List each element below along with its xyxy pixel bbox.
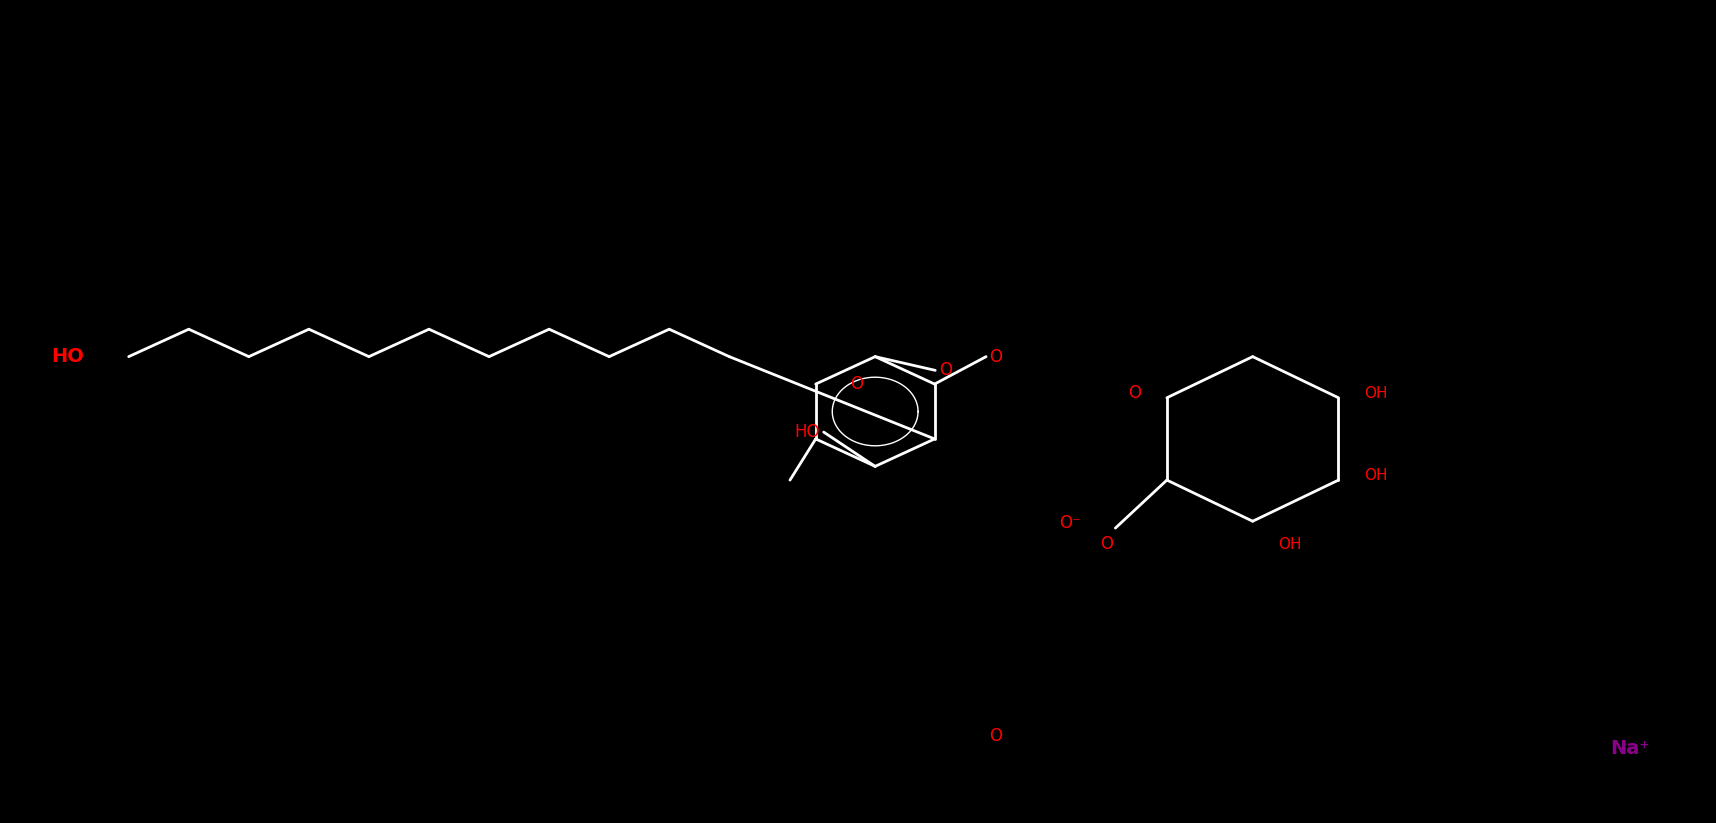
- Text: OH: OH: [1278, 537, 1302, 551]
- Text: O: O: [849, 375, 863, 393]
- Text: O: O: [990, 347, 1002, 365]
- Text: Na⁺: Na⁺: [1610, 739, 1651, 759]
- Text: O: O: [1127, 384, 1141, 402]
- Text: OH: OH: [1364, 468, 1388, 483]
- Text: O: O: [988, 727, 1002, 745]
- Text: OH: OH: [1364, 386, 1388, 401]
- Text: HO: HO: [51, 347, 84, 366]
- Text: O: O: [939, 361, 952, 379]
- Text: HO: HO: [795, 423, 820, 441]
- Text: O⁻: O⁻: [1059, 514, 1081, 532]
- Text: O: O: [1100, 535, 1114, 553]
